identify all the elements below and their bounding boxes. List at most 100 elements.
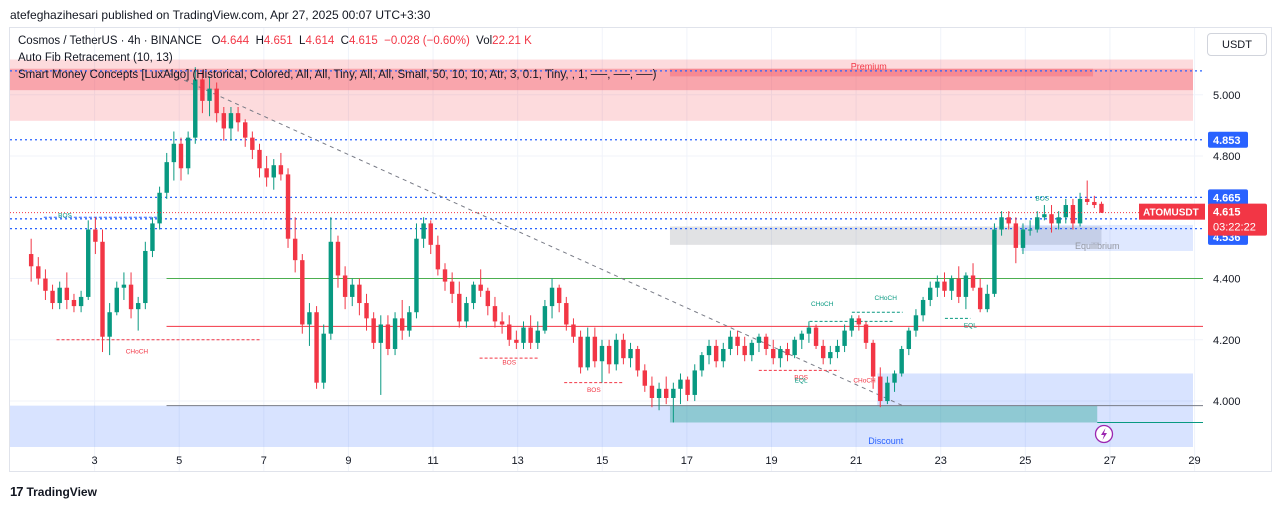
candle bbox=[150, 217, 155, 258]
candle bbox=[621, 333, 626, 365]
candle bbox=[799, 330, 804, 349]
candle bbox=[542, 299, 548, 334]
candle-body bbox=[214, 88, 219, 114]
y-tick-label: 4.200 bbox=[1213, 335, 1241, 347]
candle bbox=[207, 76, 212, 117]
candle-body bbox=[1020, 229, 1026, 248]
candle-body bbox=[93, 229, 98, 242]
publisher-line: atefeghazihesari published on TradingVie… bbox=[10, 8, 431, 22]
candle-body bbox=[342, 275, 348, 297]
candle bbox=[78, 290, 84, 313]
candle bbox=[785, 342, 790, 362]
y-tick-label: 4.000 bbox=[1213, 396, 1241, 408]
candle bbox=[1006, 211, 1011, 230]
high-value: 4.651 bbox=[263, 35, 293, 47]
candle-body bbox=[913, 315, 919, 331]
candle bbox=[556, 284, 562, 313]
current-price-label: 4.615 bbox=[1213, 207, 1241, 219]
candle bbox=[1042, 205, 1047, 221]
indicator-smc[interactable]: Smart Money Concepts [LuxAlgo] (Historic… bbox=[18, 69, 657, 81]
candle bbox=[221, 107, 227, 141]
candle bbox=[1013, 217, 1019, 264]
candle bbox=[692, 364, 697, 402]
candle bbox=[107, 303, 112, 356]
candle bbox=[64, 272, 70, 310]
candle bbox=[963, 272, 969, 310]
indicator-fib[interactable]: Auto Fib Retracement (10, 13) bbox=[18, 52, 173, 64]
candle bbox=[514, 330, 519, 349]
low-value: 4.614 bbox=[305, 35, 335, 47]
candle-body bbox=[471, 284, 476, 304]
candle bbox=[507, 315, 512, 346]
candle-body bbox=[464, 303, 469, 322]
candle-body bbox=[942, 281, 947, 291]
candle bbox=[1084, 180, 1090, 206]
candle-body bbox=[1027, 229, 1033, 231]
candle bbox=[671, 382, 676, 423]
candle bbox=[1020, 223, 1026, 255]
candle bbox=[913, 309, 919, 337]
x-tick-label: 21 bbox=[850, 455, 862, 467]
candle-body bbox=[485, 290, 491, 307]
candle bbox=[928, 281, 933, 307]
candle bbox=[335, 235, 341, 288]
candle bbox=[86, 220, 91, 300]
price-tag-label: 4.665 bbox=[1213, 192, 1241, 204]
candle bbox=[935, 275, 940, 297]
candle-body bbox=[300, 260, 305, 325]
candle-body bbox=[728, 336, 733, 349]
candle-body bbox=[150, 223, 155, 251]
symbol-title[interactable]: Cosmos / TetherUS · 4h · BINANCE bbox=[18, 35, 202, 47]
candle-body bbox=[706, 345, 712, 356]
candle bbox=[1077, 192, 1083, 227]
candle-body bbox=[1084, 198, 1090, 202]
candle bbox=[771, 339, 776, 365]
candle bbox=[114, 281, 119, 316]
candle bbox=[57, 281, 62, 310]
candle bbox=[264, 156, 269, 187]
candle bbox=[428, 220, 433, 255]
candle-body bbox=[1063, 205, 1069, 218]
candle bbox=[471, 281, 476, 310]
candle bbox=[157, 186, 162, 230]
candle-body bbox=[257, 149, 262, 169]
currency-unit-button[interactable]: USDT bbox=[1207, 33, 1267, 56]
candle-body bbox=[178, 143, 184, 169]
candle bbox=[364, 293, 369, 331]
candle-body bbox=[656, 388, 662, 398]
candle bbox=[378, 315, 384, 395]
current-price-bg bbox=[1208, 203, 1267, 236]
candle bbox=[178, 137, 184, 181]
change-value: −0.028 (−0.60%) bbox=[384, 35, 470, 47]
candle bbox=[1035, 211, 1040, 233]
candle bbox=[992, 223, 997, 297]
candle bbox=[321, 324, 326, 389]
candle-body bbox=[977, 287, 983, 310]
candle-body bbox=[963, 275, 969, 297]
candle-body bbox=[114, 287, 119, 313]
candle bbox=[999, 211, 1004, 236]
candle bbox=[300, 254, 305, 334]
candle-body bbox=[50, 290, 55, 304]
candle bbox=[492, 296, 498, 328]
candle-body bbox=[564, 303, 569, 325]
candle-body bbox=[193, 79, 198, 138]
candle bbox=[571, 318, 576, 343]
candle bbox=[649, 376, 655, 408]
premium-block bbox=[669, 68, 1094, 77]
candle-body bbox=[742, 345, 747, 356]
candle-body bbox=[392, 318, 398, 349]
candle bbox=[257, 143, 262, 178]
candle-body bbox=[499, 321, 505, 325]
candle bbox=[350, 278, 355, 307]
candle bbox=[878, 367, 883, 408]
candle bbox=[685, 376, 690, 402]
candle-body bbox=[414, 238, 419, 313]
y-tick-label: 5.000 bbox=[1213, 90, 1241, 102]
candle-body bbox=[878, 376, 883, 402]
price-tag-label: 4.853 bbox=[1213, 135, 1241, 147]
candle bbox=[592, 327, 598, 368]
candle bbox=[970, 263, 976, 291]
